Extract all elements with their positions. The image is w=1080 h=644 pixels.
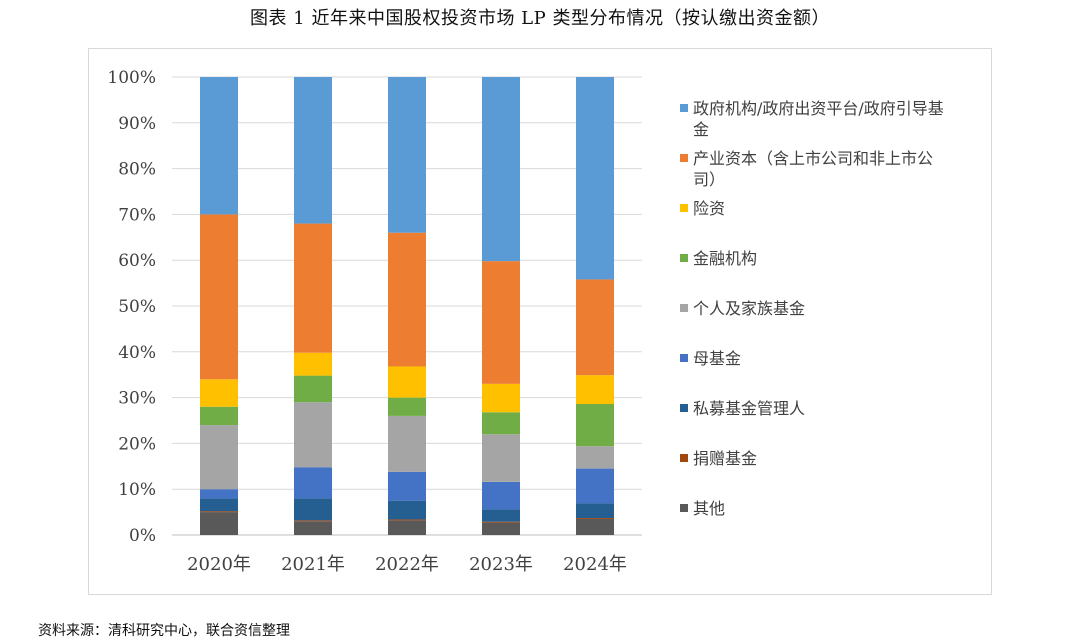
y-tick-label: 50% bbox=[118, 297, 156, 317]
bar-segment-finance bbox=[576, 404, 614, 447]
y-tick-label: 0% bbox=[129, 526, 156, 546]
legend-swatch-industry bbox=[680, 154, 688, 162]
bar-segment-other bbox=[482, 522, 520, 535]
x-tick-label: 2021年 bbox=[281, 554, 345, 575]
legend-label-fof: 母基金 bbox=[693, 349, 741, 368]
bar-segment-donation bbox=[388, 519, 426, 521]
legend-swatch-finance bbox=[680, 254, 688, 262]
figure-caption: 图表 1 近年来中国股权投资市场 LP 类型分布情况（按认缴出资金额） bbox=[250, 8, 830, 29]
legend-label-other: 其他 bbox=[693, 499, 725, 518]
x-tick-label: 2024年 bbox=[563, 554, 627, 575]
bar-segment-pe_manager bbox=[200, 498, 238, 512]
y-tick-label: 70% bbox=[118, 205, 156, 225]
y-tick-label: 80% bbox=[118, 160, 156, 180]
bar-segment-gov bbox=[200, 77, 238, 215]
y-tick-label: 30% bbox=[118, 389, 156, 409]
bar-segment-industry bbox=[482, 261, 520, 384]
x-tick-label: 2020年 bbox=[187, 554, 251, 575]
chart-frame bbox=[88, 48, 992, 595]
x-tick-label: 2022年 bbox=[375, 554, 439, 575]
bar-segment-other bbox=[388, 520, 426, 535]
legend-swatch-donation bbox=[680, 454, 688, 462]
legend-swatch-individual bbox=[680, 304, 688, 312]
bar-segment-individual bbox=[388, 415, 426, 472]
legend-label-gov: 政府机构/政府出资平台/政府引导基 bbox=[693, 99, 944, 118]
bar-segment-individual bbox=[482, 434, 520, 482]
bar-segment-fof bbox=[388, 471, 426, 501]
bar-segment-insurance bbox=[200, 379, 238, 407]
bar-segment-gov bbox=[482, 77, 520, 262]
y-tick-label: 10% bbox=[118, 480, 156, 500]
bar-segment-insurance bbox=[482, 383, 520, 413]
legend-swatch-other bbox=[680, 504, 688, 512]
y-tick-label: 20% bbox=[118, 434, 156, 454]
bar-segment-finance bbox=[294, 375, 332, 403]
y-tick-label: 100% bbox=[107, 68, 156, 88]
bar-segment-fof bbox=[200, 489, 238, 499]
bar-segment-insurance bbox=[388, 366, 426, 398]
bar-segment-finance bbox=[388, 397, 426, 416]
legend-swatch-fof bbox=[680, 354, 688, 362]
bar-segment-pe_manager bbox=[388, 500, 426, 520]
y-tick-label: 90% bbox=[118, 114, 156, 134]
bar-segment-gov bbox=[576, 77, 614, 280]
bar-segment-pe_manager bbox=[576, 503, 614, 519]
legend-label-industry: 司） bbox=[693, 170, 725, 189]
bar-segment-insurance bbox=[576, 375, 614, 405]
legend-label-insurance: 险资 bbox=[693, 199, 725, 218]
bar-segment-other bbox=[576, 518, 614, 535]
legend-label-individual: 个人及家族基金 bbox=[693, 299, 805, 318]
bar-segment-donation bbox=[482, 521, 520, 523]
legend-label-industry: 产业资本（含上市公司和非上市公 bbox=[693, 149, 933, 168]
bar-segment-pe_manager bbox=[482, 509, 520, 522]
bar-segment-insurance bbox=[294, 352, 332, 376]
bar-segment-fof bbox=[482, 481, 520, 510]
legend-label-donation: 捐赠基金 bbox=[693, 449, 757, 468]
bar-segment-industry bbox=[200, 214, 238, 380]
legend-swatch-pe_manager bbox=[680, 404, 688, 412]
source-note: 资料来源：清科研究中心，联合资信整理 bbox=[38, 623, 290, 639]
bar-segment-other bbox=[294, 521, 332, 535]
bar-segment-gov bbox=[294, 77, 332, 224]
legend-label-finance: 金融机构 bbox=[693, 249, 757, 268]
bar-segment-industry bbox=[294, 223, 332, 353]
x-tick-label: 2023年 bbox=[469, 554, 533, 575]
bar-segment-industry bbox=[388, 232, 426, 367]
legend-swatch-gov bbox=[680, 104, 688, 112]
bar-segment-donation bbox=[200, 511, 238, 513]
bar-segment-finance bbox=[200, 406, 238, 426]
bar-segment-donation bbox=[294, 520, 332, 522]
bar-segment-pe_manager bbox=[294, 498, 332, 521]
y-tick-label: 40% bbox=[118, 343, 156, 363]
bar-segment-donation bbox=[576, 518, 614, 519]
y-tick-label: 60% bbox=[118, 251, 156, 271]
bar-segment-gov bbox=[388, 77, 426, 233]
legend-swatch-insurance bbox=[680, 204, 688, 212]
bar-segment-individual bbox=[576, 446, 614, 469]
bar-segment-finance bbox=[482, 412, 520, 435]
bar-segment-industry bbox=[576, 279, 614, 376]
legend-label-pe_manager: 私募基金管理人 bbox=[693, 399, 805, 418]
bar-segment-individual bbox=[294, 402, 332, 468]
bar-segment-fof bbox=[294, 467, 332, 499]
bar-segment-fof bbox=[576, 468, 614, 504]
bar-segment-other bbox=[200, 512, 238, 535]
bar-segment-individual bbox=[200, 425, 238, 490]
legend-label-gov: 金 bbox=[693, 120, 709, 139]
